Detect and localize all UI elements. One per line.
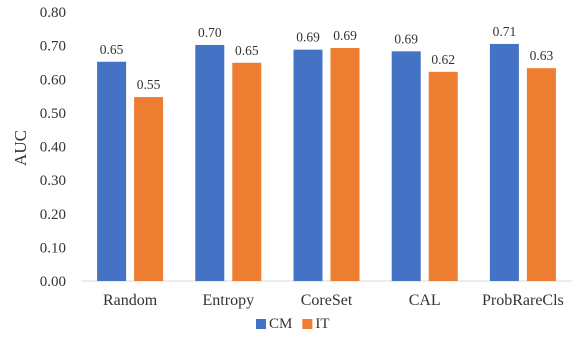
y-tick-label: 0.00	[40, 274, 66, 290]
bar-it-random	[134, 97, 164, 281]
bar-series-group	[97, 43, 556, 282]
data-label-group: 0.65 0.55 0.70 0.65 0.69 0.69 0.69 0.62 0.71 0.63	[100, 24, 554, 92]
y-tick-label: 0.60	[40, 72, 66, 88]
x-category-label: ProbRareCls	[482, 292, 564, 309]
x-category-label: CoreSet	[301, 292, 353, 309]
data-label: 0.69	[333, 28, 357, 43]
y-axis-tick-labels: 0.00 0.10 0.20 0.30 0.40 0.50 0.60 0.70 0.80	[40, 5, 66, 290]
data-label: 0.65	[235, 43, 259, 58]
legend: CM IT	[256, 316, 330, 332]
legend-label-it: IT	[315, 316, 329, 332]
bar-cm-cal	[391, 51, 421, 282]
data-label: 0.63	[530, 48, 554, 63]
data-label: 0.55	[137, 77, 161, 92]
y-axis-label: AUC	[11, 130, 30, 166]
data-label: 0.69	[296, 30, 320, 45]
data-label: 0.62	[431, 52, 455, 67]
data-label: 0.69	[394, 31, 418, 46]
bar-cm-entropy	[195, 44, 225, 281]
bar-it-probrarecls	[526, 68, 556, 281]
y-tick-label: 0.20	[40, 207, 66, 223]
legend-swatch-cm	[256, 319, 266, 329]
data-label: 0.65	[100, 42, 124, 57]
data-label: 0.71	[493, 24, 517, 39]
y-tick-label: 0.50	[40, 106, 66, 122]
y-tick-label: 0.70	[40, 39, 66, 55]
y-tick-label: 0.30	[40, 173, 66, 189]
legend-swatch-it	[302, 319, 313, 329]
bar-cm-probrarecls	[489, 43, 519, 281]
legend-label-cm: CM	[269, 316, 292, 332]
y-tick-label: 0.40	[40, 140, 66, 156]
x-category-label: Random	[103, 292, 158, 309]
y-tick-label: 0.80	[40, 5, 66, 21]
bar-it-coreset	[330, 47, 360, 282]
x-category-label: CAL	[409, 292, 441, 309]
y-tick-label: 0.10	[40, 240, 66, 256]
x-axis-category-labels: Random Entropy CoreSet CAL ProbRareCls	[103, 292, 564, 309]
bar-it-entropy	[232, 62, 262, 282]
data-label: 0.70	[198, 25, 222, 40]
bar-cm-coreset	[293, 49, 323, 281]
bar-cm-random	[97, 61, 127, 281]
bar-it-cal	[428, 71, 458, 281]
x-category-label: Entropy	[203, 292, 255, 309]
